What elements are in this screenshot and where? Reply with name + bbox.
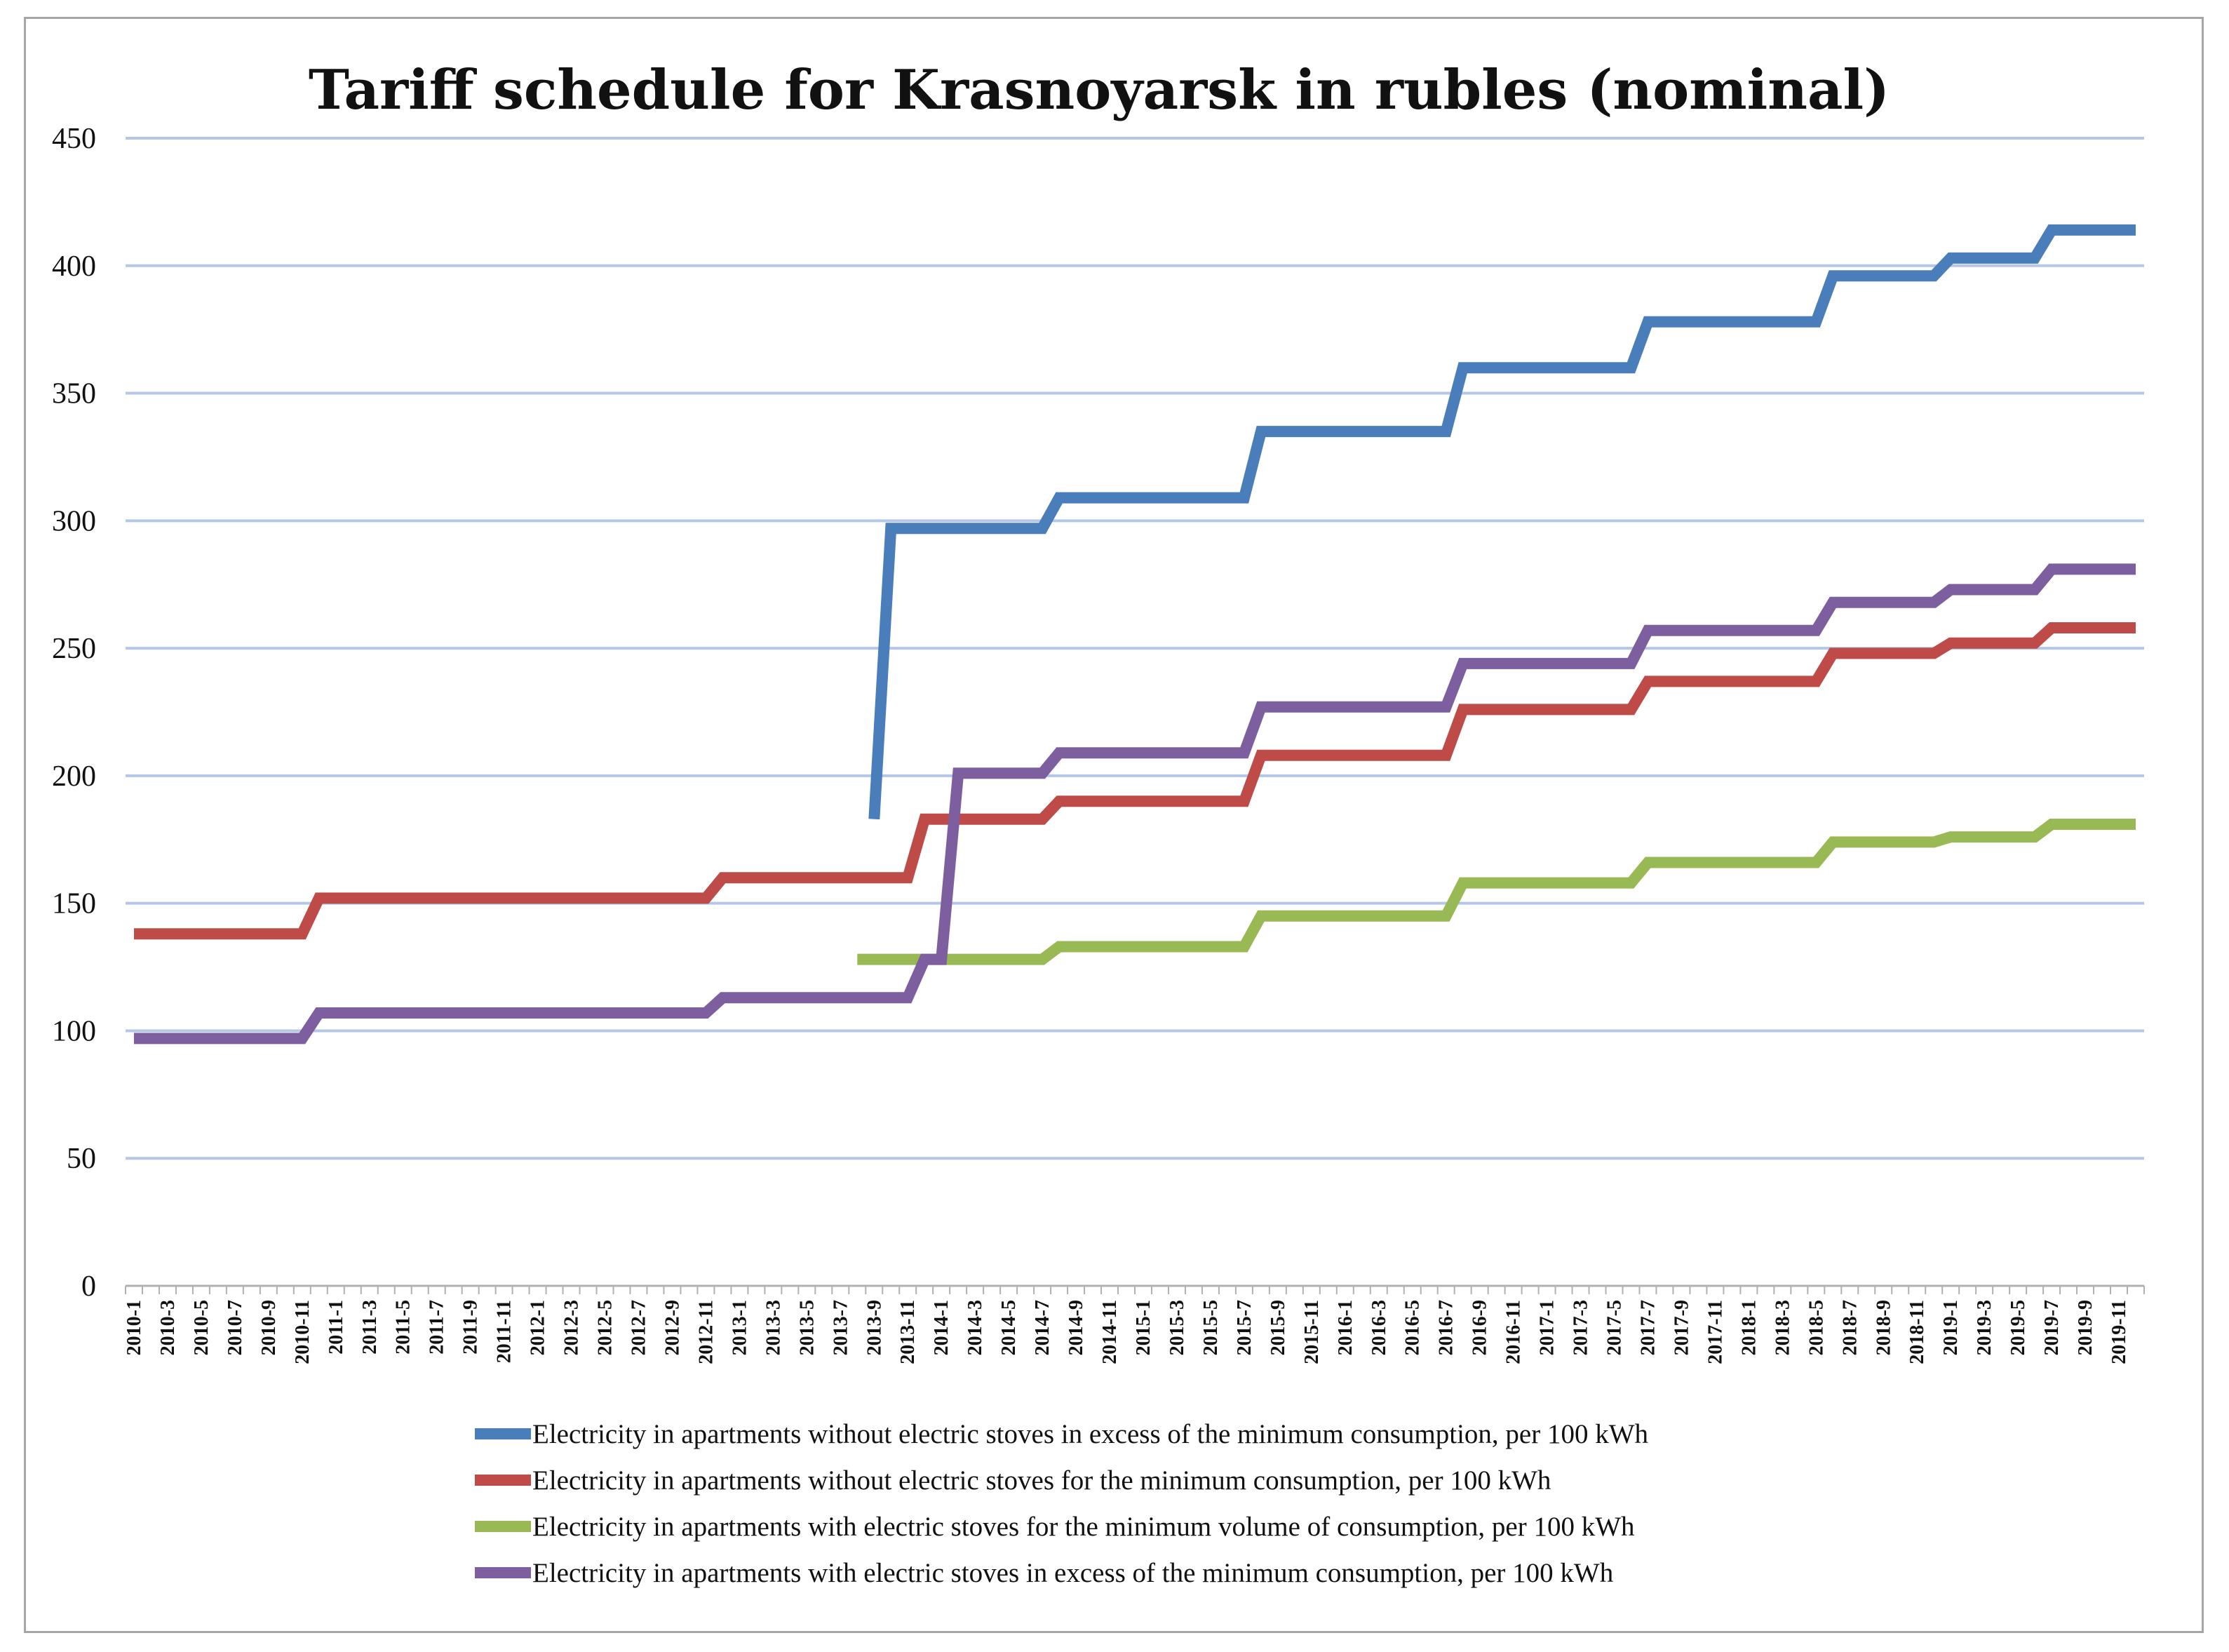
x-tick-label: 2013-1	[729, 1300, 750, 1355]
x-tick-label: 2018-7	[1839, 1300, 1861, 1355]
x-tick-label: 2013-7	[830, 1300, 851, 1355]
x-tick-label: 2017-11	[1704, 1300, 1726, 1364]
series-line-1	[868, 224, 2136, 820]
series-lines	[134, 224, 2136, 1045]
x-tick-label: 2016-1	[1335, 1300, 1356, 1355]
legend-label-4: Electricity in apartments with electric …	[532, 1558, 1613, 1588]
legend-label-2: Electricity in apartments without electr…	[532, 1465, 1551, 1496]
x-tick-label: 2017-7	[1637, 1300, 1659, 1355]
x-tick-label: 2010-9	[258, 1300, 280, 1355]
x-tick-label: 2019-9	[2075, 1300, 2096, 1355]
x-tick-label: 2017-3	[1570, 1300, 1592, 1355]
x-tick-label: 2011-7	[426, 1300, 448, 1355]
y-axis-tick-labels: 0 50 100 150 200 250 300 350 400 450	[52, 123, 96, 1303]
x-tick-label: 2019-3	[1974, 1300, 1995, 1355]
x-tick-label: 2015-7	[1234, 1300, 1255, 1355]
x-tick-label: 2018-5	[1805, 1300, 1827, 1355]
legend-label-3: Electricity in apartments with electric …	[532, 1512, 1635, 1542]
y-tick-label: 250	[52, 633, 96, 665]
y-tick-label: 350	[52, 378, 96, 410]
x-tick-label: 2012-9	[661, 1300, 683, 1355]
x-tick-label: 2015-5	[1200, 1300, 1222, 1355]
x-tick-label: 2014-5	[998, 1300, 1020, 1355]
x-tick-label: 2016-5	[1402, 1300, 1424, 1355]
x-axis-tick-labels: 2010-1 2010-3 2010-5 2010-7 2010-9 2010-11 201…	[123, 1300, 2130, 1364]
x-tick-label: 2019-5	[2007, 1300, 2029, 1355]
x-tick-label: 2013-9	[863, 1300, 885, 1355]
x-tick-label: 2010-1	[123, 1300, 145, 1355]
x-tick-label: 2018-1	[1738, 1300, 1760, 1355]
x-tick-label: 2018-3	[1772, 1300, 1793, 1355]
x-tick-label: 2019-1	[1940, 1300, 1962, 1355]
x-tick-label: 2011-9	[460, 1300, 482, 1355]
x-tick-label: 2010-7	[224, 1300, 246, 1355]
x-tick-label: 2010-3	[157, 1300, 179, 1355]
x-tick-label: 2017-5	[1604, 1300, 1626, 1355]
x-tick-label: 2017-9	[1671, 1300, 1692, 1355]
x-tick-label: 2013-3	[762, 1300, 784, 1355]
legend: Electricity in apartments without electr…	[475, 1419, 1648, 1588]
x-tick-label: 2012-5	[595, 1300, 617, 1355]
x-tick-label: 2011-3	[359, 1300, 381, 1355]
y-tick-label: 400	[52, 250, 96, 283]
y-tick-label: 150	[52, 888, 96, 920]
x-tick-label: 2015-1	[1133, 1300, 1154, 1355]
series-line-2	[134, 622, 2136, 940]
x-tick-label: 2011-11	[494, 1300, 516, 1363]
y-tick-label: 300	[52, 505, 96, 537]
x-tick-label: 2014-9	[1065, 1300, 1087, 1355]
series-line-3	[857, 819, 2136, 965]
x-tick-label: 2012-11	[695, 1300, 717, 1364]
x-tick-label: 2015-11	[1301, 1300, 1323, 1364]
x-tick-label: 2019-7	[2041, 1300, 2063, 1355]
x-tick-label: 2013-11	[897, 1300, 919, 1364]
line-chart: Tariff schedule for Krasnoyarsk in ruble…	[52, 58, 2145, 1588]
x-tick-label: 2014-11	[1099, 1300, 1121, 1364]
series-line-4	[134, 563, 2136, 1045]
x-tick-label: 2012-3	[561, 1300, 583, 1355]
y-tick-label: 0	[81, 1270, 96, 1303]
x-tick-label: 2012-7	[628, 1300, 649, 1355]
x-tick-label: 2011-5	[393, 1300, 415, 1355]
x-tick-label: 2010-11	[292, 1300, 314, 1364]
x-tick-label: 2016-7	[1436, 1300, 1457, 1355]
x-tick-label: 2016-11	[1503, 1300, 1525, 1364]
x-tick-label: 2016-9	[1469, 1300, 1491, 1355]
y-tick-label: 50	[67, 1143, 96, 1175]
x-tick-label: 2014-1	[931, 1300, 952, 1355]
x-tick-label: 2014-7	[1032, 1300, 1053, 1355]
y-tick-label: 100	[52, 1015, 96, 1047]
y-tick-label: 200	[52, 760, 96, 793]
x-tick-label: 2015-9	[1267, 1300, 1289, 1355]
x-tick-label: 2013-5	[796, 1300, 818, 1355]
x-tick-label: 2017-1	[1537, 1300, 1558, 1355]
axes	[125, 1284, 2145, 1294]
x-tick-label: 2018-9	[1873, 1300, 1894, 1355]
x-tick-label: 2018-11	[1906, 1300, 1928, 1364]
y-tick-label: 450	[52, 123, 96, 155]
legend-label-1: Electricity in apartments without electr…	[532, 1419, 1648, 1449]
x-tick-label: 2010-5	[191, 1300, 213, 1355]
chart-frame: Tariff schedule for Krasnoyarsk in ruble…	[24, 17, 2204, 1633]
x-tick-label: 2012-1	[527, 1300, 549, 1355]
x-tick-label: 2019-11	[2108, 1300, 2130, 1364]
x-tick-label: 2015-3	[1166, 1300, 1188, 1355]
x-tick-label: 2016-3	[1368, 1300, 1390, 1355]
x-tick-label: 2014-3	[964, 1300, 986, 1355]
x-tick-label: 2011-1	[325, 1300, 347, 1355]
chart-title: Tariff schedule for Krasnoyarsk in ruble…	[309, 58, 1890, 122]
